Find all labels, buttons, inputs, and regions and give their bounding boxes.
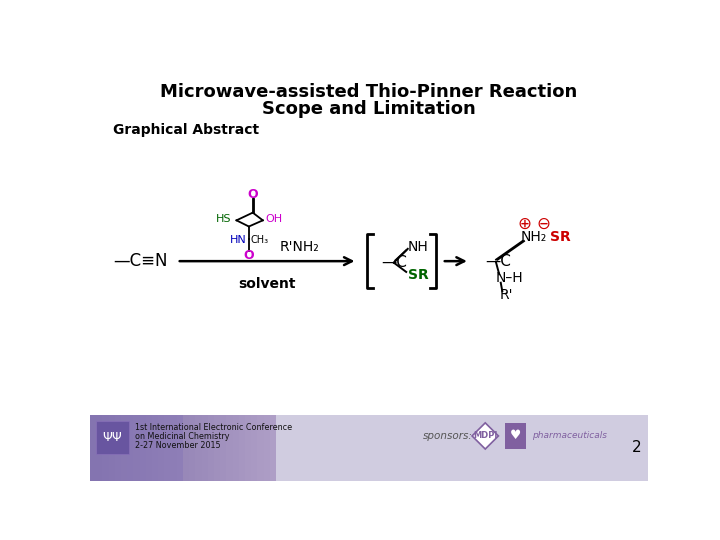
Text: HN: HN [230, 235, 246, 245]
Text: 2-27 November 2015: 2-27 November 2015 [135, 442, 220, 450]
Bar [226, 415, 233, 481]
Bar [233, 415, 239, 481]
Bar [133, 415, 140, 481]
Bar [239, 415, 245, 481]
Text: O: O [243, 249, 254, 262]
Text: pharmaceuticals: pharmaceuticals [532, 431, 607, 441]
Bar [505, 423, 526, 449]
Bar [270, 415, 276, 481]
Text: CH₃: CH₃ [251, 235, 269, 245]
Bar [202, 415, 208, 481]
Bar [258, 415, 264, 481]
Text: O: O [248, 188, 258, 201]
Bar [171, 415, 177, 481]
Text: R': R' [499, 288, 513, 302]
Bar [90, 415, 96, 481]
Text: —C: —C [485, 254, 511, 268]
Text: OH: OH [265, 214, 282, 224]
Text: on Medicinal Chemistry: on Medicinal Chemistry [135, 432, 230, 441]
Bar [195, 415, 202, 481]
Text: SR: SR [550, 230, 571, 244]
Bar [145, 415, 152, 481]
Bar [158, 415, 164, 481]
Bar [164, 415, 171, 481]
Bar [109, 415, 114, 481]
Bar [214, 415, 220, 481]
Bar [264, 415, 270, 481]
Bar [208, 415, 214, 481]
Text: NH: NH [408, 240, 428, 254]
Bar [127, 415, 133, 481]
Text: Graphical Abstract: Graphical Abstract [113, 123, 259, 137]
Text: —C: —C [382, 255, 408, 270]
Bar [90, 415, 648, 481]
Text: N–H: N–H [496, 271, 523, 285]
Bar [90, 415, 183, 481]
Bar [177, 415, 183, 481]
Bar [183, 415, 189, 481]
Bar [102, 415, 109, 481]
Bar [189, 415, 195, 481]
Bar [96, 415, 102, 481]
Text: 1st International Electronic Conference: 1st International Electronic Conference [135, 423, 292, 432]
Text: R'NH₂: R'NH₂ [279, 240, 319, 254]
Text: 2: 2 [631, 440, 642, 455]
Text: —C≡N: —C≡N [113, 252, 168, 270]
Bar [220, 415, 226, 481]
Text: MDPI: MDPI [473, 431, 498, 441]
Bar [121, 415, 127, 481]
Bar [114, 415, 121, 481]
Text: sponsors:: sponsors: [423, 431, 473, 441]
Bar [152, 415, 158, 481]
Bar [245, 415, 251, 481]
Text: ΨΨ: ΨΨ [102, 431, 122, 444]
Bar [251, 415, 258, 481]
Polygon shape [472, 423, 498, 449]
Bar [96, 421, 129, 454]
Text: SR: SR [408, 268, 428, 282]
Text: HS: HS [216, 214, 232, 224]
Text: ⊖: ⊖ [536, 215, 550, 233]
Bar [140, 415, 145, 481]
Text: Scope and Limitation: Scope and Limitation [262, 100, 476, 118]
Text: Microwave-assisted Thio-Pinner Reaction: Microwave-assisted Thio-Pinner Reaction [161, 83, 577, 101]
Text: solvent: solvent [238, 277, 295, 291]
Text: ♥: ♥ [510, 429, 521, 442]
Text: ⊕: ⊕ [517, 215, 531, 233]
Text: NH₂: NH₂ [521, 230, 547, 244]
